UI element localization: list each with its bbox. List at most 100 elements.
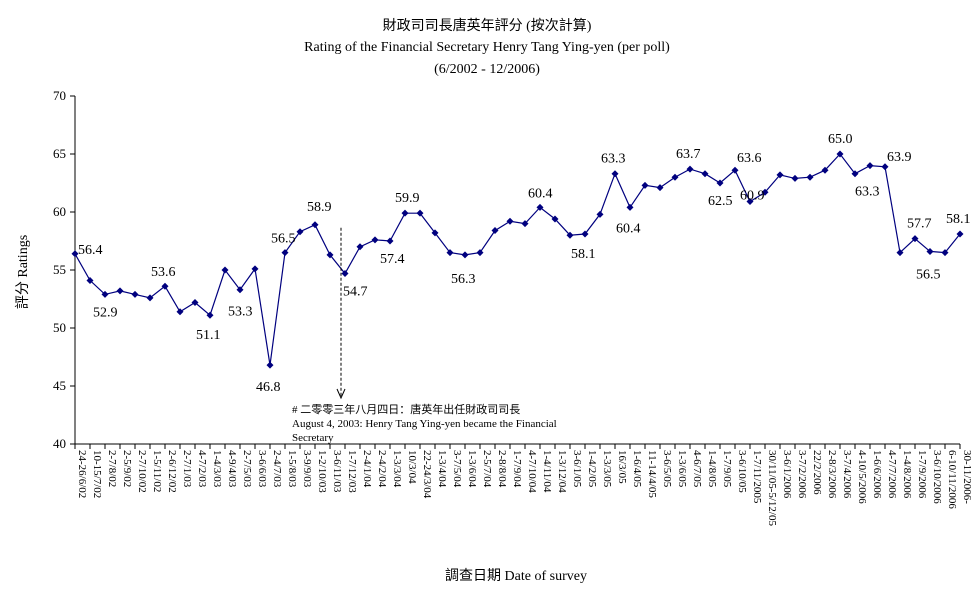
x-axis-title: 調查日期 Date of survey (445, 568, 587, 584)
x-tick-label: 1-4/8/2006 (901, 450, 913, 499)
x-tick-label: 1-7/9/2006 (916, 450, 928, 499)
data-point-marker (176, 308, 184, 316)
data-point-marker (656, 184, 664, 192)
data-point-marker (416, 209, 424, 217)
x-tick-label: 1-7/9/04 (511, 450, 523, 488)
x-tick-label: 1-4/11/04 (541, 450, 553, 493)
x-tick-label: 2-5/7/04 (481, 450, 493, 488)
x-tick-label: 4-9/4/03 (226, 450, 238, 488)
data-label: 56.5 (916, 267, 941, 282)
x-tick-label: 3-6/1/2006 (781, 450, 793, 499)
data-point-marker (296, 228, 304, 236)
x-tick-label: 1-4/3/03 (211, 450, 223, 488)
x-tick-label: 3-7/2/2006 (796, 450, 808, 499)
data-label: 56.4 (78, 243, 103, 258)
x-tick-label: 1-6/6/2006 (871, 450, 883, 499)
x-tick-label: 2-4/1/04 (361, 450, 373, 488)
x-tick-label: 1-3/12/04 (556, 450, 568, 493)
x-tick-label: 1-7/9/05 (721, 450, 733, 488)
x-tick-label: 1-4/2/05 (586, 450, 598, 488)
data-point-marker (161, 282, 169, 290)
data-point-marker (446, 249, 454, 257)
x-tick-label: 1-3/6/05 (676, 450, 688, 488)
data-point-marker (911, 235, 919, 243)
data-point-marker (791, 174, 799, 182)
data-point-marker (101, 290, 109, 298)
x-tick-label: 10/3/04 (406, 450, 418, 484)
data-label: 65.0 (828, 132, 853, 147)
x-tick-label: 3-6/10/05 (736, 450, 748, 493)
x-tick-label: 1-7/11/2005 (751, 450, 763, 504)
data-point-marker (941, 249, 949, 257)
data-point-marker (191, 298, 199, 306)
x-tick-label: 16/3/05 (616, 450, 628, 484)
x-tick-label: 2-8/3/2006 (826, 450, 838, 499)
data-point-marker (536, 203, 544, 211)
data-label: 60.4 (528, 186, 553, 201)
data-point-marker (206, 311, 214, 319)
y-tick-label: 70 (53, 88, 66, 103)
data-point-marker (701, 170, 709, 178)
data-label: 53.3 (228, 305, 253, 320)
data-point-marker (386, 237, 394, 245)
data-point-marker (71, 250, 79, 258)
data-point-marker (311, 221, 319, 229)
data-label: 58.9 (307, 200, 332, 215)
data-point-marker (281, 249, 289, 257)
x-tick-label: 22-24/3/04 (421, 450, 433, 499)
y-tick-label: 60 (53, 204, 66, 219)
x-tick-label: 4-10/5/2006 (856, 450, 868, 504)
x-tick-label: 3-6/11/03 (331, 450, 343, 493)
y-tick-label: 65 (53, 146, 66, 161)
chart-title: 財政司司長唐英年評分 (按次計算) (382, 19, 592, 34)
data-label: 60.9 (740, 189, 765, 204)
y-tick-label: 55 (53, 262, 66, 277)
data-point-marker (521, 220, 529, 228)
data-point-marker (956, 230, 964, 238)
data-label: 56.5 (271, 232, 296, 247)
data-point-marker (926, 247, 934, 255)
data-point-marker (596, 210, 604, 218)
event-arrow-head (336, 388, 346, 400)
data-point-marker (641, 181, 649, 189)
data-point-marker (806, 173, 814, 181)
x-tick-label: 2-8/8/04 (496, 450, 508, 488)
data-label: 60.4 (616, 221, 641, 236)
x-tick-label: 3-7/4/2006 (841, 450, 853, 499)
x-tick-label: 4-7/10/04 (526, 450, 538, 493)
data-point-marker (221, 266, 229, 274)
data-label: 63.3 (601, 152, 626, 167)
data-point-marker (491, 227, 499, 235)
x-tick-label: 3-9/9/03 (301, 450, 313, 488)
data-label: 63.7 (676, 147, 701, 162)
data-point-marker (836, 150, 844, 158)
x-tick-label: 1-7/12/03 (346, 450, 358, 493)
x-tick-label: 2-7/8/02 (106, 450, 118, 487)
data-point-marker (776, 171, 784, 179)
x-tick-label: 6-10/11/2006 (946, 450, 958, 509)
annotation-line-3: Secretary (292, 432, 334, 444)
x-tick-label: 22/2/2006 (811, 450, 823, 495)
x-tick-label: 1-2/10/03 (316, 450, 328, 493)
data-point-marker (146, 294, 154, 302)
data-point-marker (761, 188, 769, 196)
y-tick-label: 45 (53, 378, 66, 393)
x-tick-label: 3-7/5/04 (451, 450, 463, 488)
data-point-marker (686, 165, 694, 173)
x-tick-label: 11-14/4/05 (646, 450, 658, 498)
data-label: 62.5 (708, 194, 733, 209)
data-point-marker (266, 361, 274, 369)
x-tick-label: 1-3/6/04 (466, 450, 478, 488)
chart-period: (6/2002 - 12/2006) (434, 62, 540, 77)
data-label: 57.4 (380, 252, 405, 267)
data-label: 54.7 (343, 284, 368, 299)
x-tick-label: 1-5/8/03 (286, 450, 298, 488)
data-point-marker (116, 287, 124, 295)
data-label: 56.3 (451, 272, 476, 287)
data-point-marker (341, 269, 349, 277)
x-tick-label: 1-3/4/04 (436, 450, 448, 488)
data-point-marker (551, 215, 559, 223)
data-label: 63.9 (887, 150, 912, 165)
x-tick-label: 4-7/7/2006 (886, 450, 898, 499)
